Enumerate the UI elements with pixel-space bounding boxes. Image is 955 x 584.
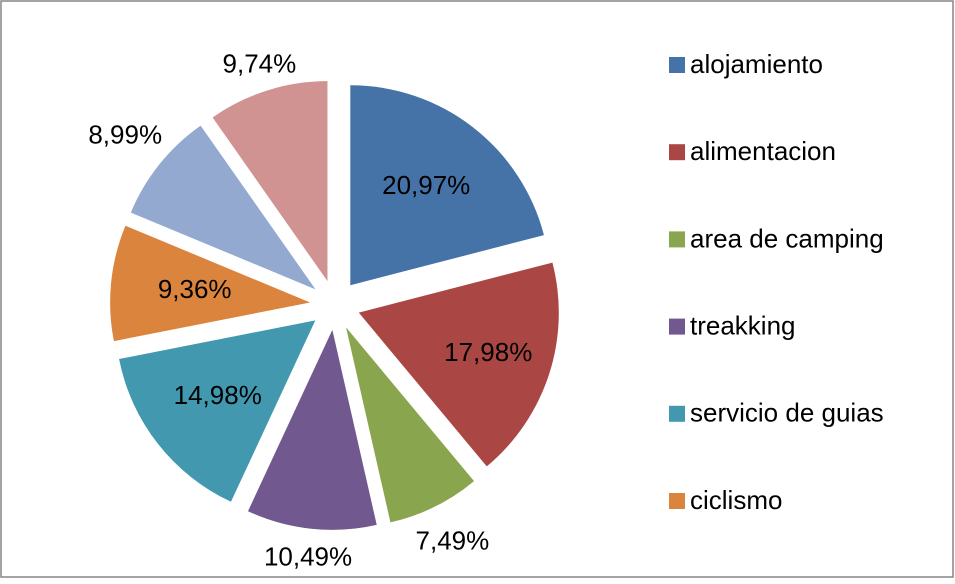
pie-slice [110, 225, 311, 342]
legend-label: servicio de guias [690, 398, 884, 428]
legend-swatch [669, 405, 685, 422]
pie-slice [358, 262, 559, 467]
legend-label: area de camping [690, 223, 884, 253]
legend-label: alojamiento [690, 49, 823, 79]
data-label: 10,49% [264, 541, 352, 571]
data-label: 8,99% [88, 119, 162, 149]
pie-slice [346, 327, 475, 523]
legend-label: ciclismo [690, 485, 782, 515]
data-label: 9,74% [223, 49, 297, 79]
data-label: 20,97% [382, 170, 470, 200]
pie-slice [212, 81, 328, 282]
legend-swatch [669, 493, 685, 509]
legend-swatch [669, 144, 685, 161]
data-label: 17,98% [444, 337, 532, 367]
data-label: 9,36% [158, 274, 232, 304]
pie-slice [350, 85, 544, 286]
pie-slice [247, 329, 377, 530]
legend-swatch [669, 57, 685, 73]
legend-label: treakking [690, 310, 796, 340]
legend-label: alimentacion [690, 136, 836, 166]
pie-slice [119, 320, 316, 502]
data-label: 7,49% [416, 525, 490, 555]
pie-slice [130, 125, 316, 290]
legend-swatch [669, 318, 685, 335]
legend-swatch [669, 231, 685, 248]
data-label: 14,98% [174, 380, 262, 410]
